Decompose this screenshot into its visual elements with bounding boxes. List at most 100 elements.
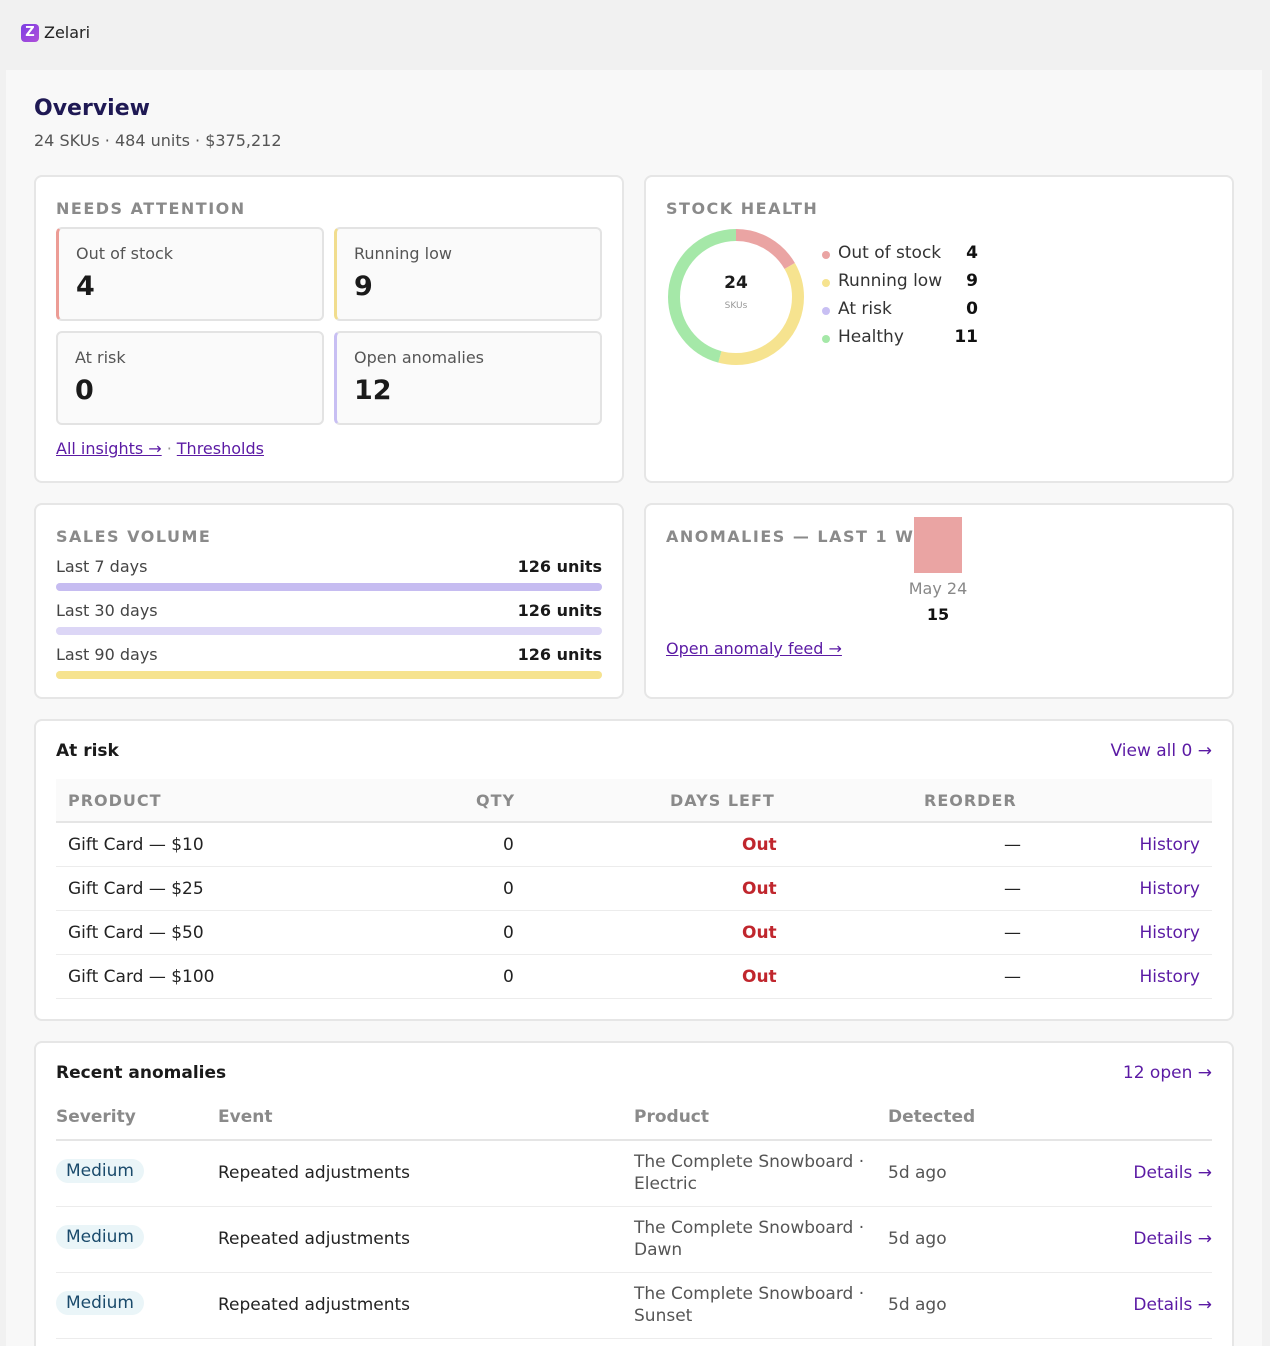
sales-bar-fill	[56, 583, 602, 591]
history-link[interactable]: History	[1139, 923, 1200, 943]
details-link[interactable]: Details →	[1133, 1295, 1212, 1315]
cell-days-left: Out	[742, 967, 777, 987]
anomaly-bar-count: 15	[926, 605, 950, 624]
col-reorder: REORDER	[924, 791, 1017, 810]
cell-qty: 0	[503, 879, 514, 899]
sales-row-label: Last 30 days	[56, 601, 158, 620]
table-row: Gift Card — $50 0 Out — History	[56, 911, 1212, 955]
legend-item: Running low 9	[822, 271, 982, 299]
all-insights-link[interactable]: All insights →	[56, 439, 162, 458]
legend-dot-icon	[822, 335, 830, 343]
legend-item: Out of stock 4	[822, 243, 982, 271]
page-subtitle: 24 SKUs · 484 units · $375,212	[34, 131, 282, 150]
sales-bar-track	[56, 671, 602, 679]
view-all-link[interactable]: View all 0 →	[1110, 741, 1212, 761]
legend-label: Running low	[838, 271, 943, 291]
cell-detected: 5d ago	[888, 1229, 947, 1249]
anomalies-chart-heading: ANOMALIES — LAST 1 WI	[666, 527, 922, 546]
at-risk-table-header: PRODUCT QTY DAYS LEFT REORDER	[56, 779, 1212, 823]
cell-product: The Complete Snowboard · Electric	[634, 1152, 865, 1194]
col-product: Product	[634, 1107, 709, 1127]
legend-label: Out of stock	[838, 243, 942, 263]
history-link[interactable]: History	[1139, 967, 1200, 987]
stock-health-card: STOCK HEALTH 24 SKUs Out of stock 4 Runn…	[644, 175, 1234, 483]
tile-at-risk[interactable]: At risk 0	[56, 331, 324, 425]
details-link[interactable]: Details →	[1133, 1163, 1212, 1183]
col-qty: QTY	[476, 791, 516, 810]
col-days-left: DAYS LEFT	[670, 791, 775, 810]
sales-bar-track	[56, 583, 602, 591]
recent-anomalies-card: Recent anomalies 12 open → Severity Even…	[34, 1041, 1234, 1346]
history-link[interactable]: History	[1139, 835, 1200, 855]
tile-label: At risk	[75, 348, 126, 367]
stock-health-heading: STOCK HEALTH	[666, 199, 819, 218]
tile-label: Running low	[354, 244, 452, 263]
details-link[interactable]: Details →	[1133, 1229, 1212, 1249]
sales-row-value: 126 units	[517, 645, 602, 664]
donut-total-label: SKUs	[724, 301, 748, 311]
cell-days-left: Out	[742, 923, 777, 943]
tile-value: 4	[76, 271, 95, 302]
tile-out-of-stock[interactable]: Out of stock 4	[56, 227, 324, 321]
thresholds-link[interactable]: Thresholds	[176, 439, 264, 458]
cell-event: Repeated adjustments	[218, 1229, 411, 1249]
severity-badge: Medium	[56, 1291, 144, 1315]
col-event: Event	[218, 1107, 273, 1127]
cell-product: Gift Card — $10	[68, 835, 204, 855]
attention-links: All insights → · Thresholds	[56, 439, 264, 458]
anomaly-row: Medium Repeated adjustments The Complete…	[56, 1141, 1212, 1207]
sales-bar-fill	[56, 671, 602, 679]
cell-reorder: —	[1004, 835, 1021, 855]
recent-anomalies-title: Recent anomalies	[56, 1063, 227, 1083]
brand[interactable]: Z Zelari	[21, 23, 90, 42]
sales-row: Last 7 days 126 units	[56, 557, 602, 601]
at-risk-card: At risk View all 0 → PRODUCT QTY DAYS LE…	[34, 719, 1234, 1021]
anomaly-row: Medium Repeated adjustments The Complete…	[56, 1207, 1212, 1273]
cell-detected: 5d ago	[888, 1295, 947, 1315]
top-bar: Z Zelari	[0, 0, 1270, 70]
cell-qty: 0	[503, 923, 514, 943]
table-row: Gift Card — $100 0 Out — History	[56, 955, 1212, 999]
open-anomaly-feed-link[interactable]: Open anomaly feed →	[666, 639, 842, 658]
history-link[interactable]: History	[1139, 879, 1200, 899]
anomalies-table-header: Severity Event Product Detected	[56, 1099, 1212, 1141]
sales-bar-fill	[56, 627, 602, 635]
col-product: PRODUCT	[68, 791, 162, 810]
needs-attention-heading: NEEDS ATTENTION	[56, 199, 246, 218]
tile-running-low[interactable]: Running low 9	[334, 227, 602, 321]
page-title: Overview	[34, 96, 150, 121]
sales-volume-heading: SALES VOLUME	[56, 527, 212, 546]
main-content: Overview 24 SKUs · 484 units · $375,212 …	[6, 70, 1262, 1346]
needs-attention-card: NEEDS ATTENTION Out of stock 4 Running l…	[34, 175, 624, 483]
cell-days-left: Out	[742, 835, 777, 855]
anomalies-chart-card: ANOMALIES — LAST 1 WI May 24 15 Open anom…	[644, 503, 1234, 699]
legend-value: 11	[954, 327, 978, 347]
cell-product: Gift Card — $50	[68, 923, 204, 943]
tile-value: 0	[75, 375, 94, 406]
sales-row-value: 126 units	[517, 557, 602, 576]
cell-reorder: —	[1004, 967, 1021, 987]
legend-dot-icon	[822, 307, 830, 315]
cell-reorder: —	[1004, 879, 1021, 899]
cell-product: The Complete Snowboard · Sunset	[634, 1284, 865, 1326]
donut-segment	[668, 229, 804, 365]
cell-detected: 5d ago	[888, 1163, 947, 1183]
cell-product: The Complete Snowboard · Dawn	[634, 1218, 865, 1260]
severity-badge: Medium	[56, 1225, 144, 1249]
legend-label: Healthy	[838, 327, 904, 347]
cell-qty: 0	[503, 835, 514, 855]
sales-row-label: Last 7 days	[56, 557, 148, 576]
tile-open-anomalies[interactable]: Open anomalies 12	[334, 331, 602, 425]
tile-label: Open anomalies	[354, 348, 485, 367]
legend-dot-icon	[822, 251, 830, 259]
cell-qty: 0	[503, 967, 514, 987]
anomaly-bar	[914, 517, 962, 573]
cell-event: Repeated adjustments	[218, 1163, 411, 1183]
donut-segment	[668, 229, 804, 365]
legend-value: 9	[966, 271, 978, 291]
open-anomalies-link[interactable]: 12 open →	[1122, 1063, 1212, 1083]
col-severity: Severity	[56, 1107, 136, 1127]
sales-row: Last 90 days 126 units	[56, 645, 602, 689]
legend-value: 0	[966, 299, 978, 319]
sales-bar-track	[56, 627, 602, 635]
